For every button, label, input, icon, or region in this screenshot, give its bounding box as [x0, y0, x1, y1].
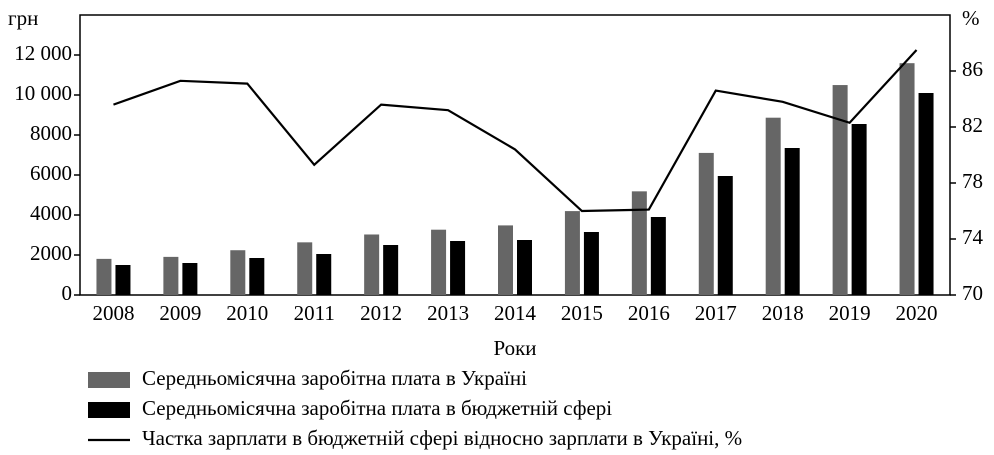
bar — [498, 225, 513, 295]
bar — [583, 232, 599, 295]
x-tick-label: 2008 — [92, 301, 134, 325]
bar — [899, 63, 915, 296]
y2-tick-label: 78 — [962, 169, 983, 193]
bar — [316, 254, 332, 295]
bar — [115, 265, 131, 295]
y-axis-label: грн — [8, 6, 38, 30]
x-tick-label: 2013 — [427, 301, 469, 325]
y-tick-label: 6000 — [30, 161, 72, 185]
y2-tick-label: 82 — [962, 113, 983, 137]
bar — [650, 217, 666, 295]
bar — [297, 242, 313, 295]
bar — [517, 240, 532, 295]
legend-label: Частка зарплати в бюджетній сфері віднос… — [142, 426, 742, 450]
bar — [698, 152, 714, 295]
x-tick-label: 2012 — [360, 301, 402, 325]
y-tick-label: 2000 — [30, 241, 72, 265]
x-tick-label: 2017 — [695, 301, 737, 325]
legend-swatch — [88, 372, 130, 388]
bar — [851, 124, 867, 295]
bar — [163, 256, 179, 295]
x-tick-label: 2015 — [561, 301, 603, 325]
bar — [249, 258, 265, 295]
x-tick-label: 2011 — [294, 301, 335, 325]
bar — [230, 250, 246, 295]
bar — [918, 93, 934, 295]
bar — [631, 191, 647, 295]
bar — [784, 148, 800, 295]
bar — [431, 229, 447, 295]
y-tick-label: 8000 — [30, 121, 72, 145]
x-tick-label: 2010 — [226, 301, 268, 325]
bar — [564, 211, 580, 295]
legend-label: Середньомісячна заробітна плата в Україн… — [142, 366, 527, 390]
y-tick-label: 4000 — [30, 201, 72, 225]
x-tick-label: 2014 — [494, 301, 537, 325]
x-tick-label: 2019 — [829, 301, 871, 325]
y-tick-label: 10 000 — [14, 81, 72, 105]
legend-label: Середньомісячна заробітна плата в бюджет… — [142, 396, 612, 420]
y2-axis-label: % — [962, 6, 980, 30]
legend-swatch — [88, 402, 130, 418]
bar — [383, 245, 399, 295]
y-tick-label: 0 — [62, 281, 73, 305]
bar — [717, 176, 733, 295]
x-axis-label: Роки — [493, 336, 536, 360]
bar — [364, 234, 380, 295]
bar — [450, 241, 466, 295]
y2-tick-label: 86 — [962, 57, 983, 81]
bar — [832, 85, 848, 295]
x-tick-label: 2020 — [896, 301, 938, 325]
bar — [765, 117, 781, 295]
x-tick-label: 2009 — [159, 301, 201, 325]
y2-tick-label: 74 — [962, 225, 984, 249]
x-tick-label: 2016 — [628, 301, 670, 325]
line — [113, 49, 918, 213]
bar — [96, 258, 112, 295]
y-tick-label: 12 000 — [14, 41, 72, 65]
x-tick-label: 2018 — [762, 301, 804, 325]
plot-frame — [79, 14, 951, 296]
y2-tick-label: 70 — [962, 281, 983, 305]
bar — [182, 263, 198, 295]
